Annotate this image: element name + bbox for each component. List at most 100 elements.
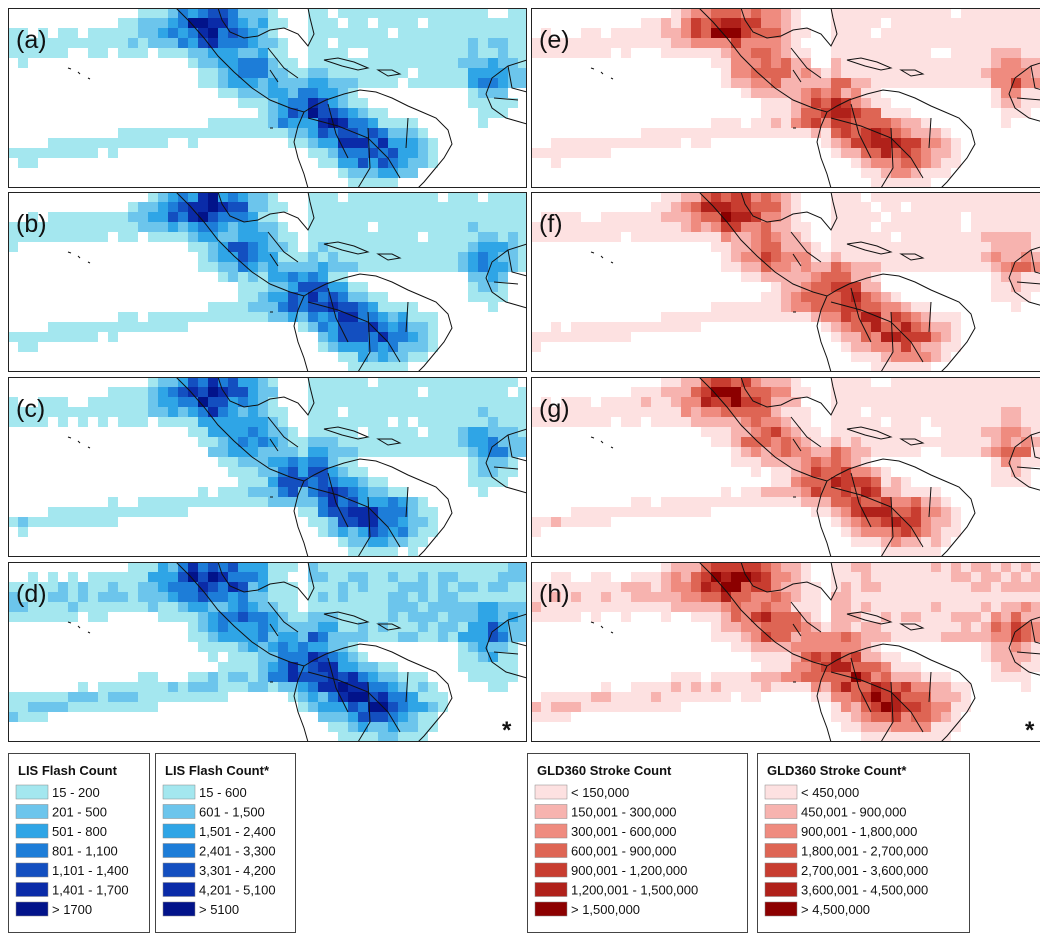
density-cell xyxy=(338,8,348,18)
density-cell xyxy=(408,222,418,232)
density-cell xyxy=(158,417,168,427)
density-cell xyxy=(561,702,571,712)
density-cell xyxy=(851,192,861,202)
density-cell xyxy=(88,332,98,342)
density-cell xyxy=(681,592,691,602)
density-cell xyxy=(691,682,701,692)
panel-label: (c) xyxy=(16,395,45,423)
density-cell xyxy=(891,572,901,582)
density-cell xyxy=(901,232,911,242)
density-cell xyxy=(981,632,991,642)
density-cell xyxy=(951,682,961,692)
density-cell xyxy=(651,407,661,417)
density-cell xyxy=(448,562,458,572)
density-cell xyxy=(901,592,911,602)
density-cell xyxy=(881,592,891,602)
density-cell xyxy=(901,58,911,68)
density-cell xyxy=(128,572,138,582)
density-cell xyxy=(468,202,478,212)
density-cell xyxy=(218,437,228,447)
density-cell xyxy=(498,242,508,252)
density-cell xyxy=(891,202,901,212)
density-cell xyxy=(721,128,731,138)
density-cell xyxy=(188,692,198,702)
density-cell xyxy=(821,652,831,662)
density-cell xyxy=(238,232,248,242)
density-cell xyxy=(398,447,408,457)
density-cell xyxy=(841,397,851,407)
density-cell xyxy=(731,572,741,582)
density-cell xyxy=(368,8,378,18)
density-cell xyxy=(831,572,841,582)
density-cell xyxy=(8,517,18,527)
density-cell xyxy=(178,8,188,18)
density-cell xyxy=(398,672,408,682)
density-cell xyxy=(1031,387,1040,397)
density-cell xyxy=(801,592,811,602)
density-cell xyxy=(338,202,348,212)
legend-swatch xyxy=(535,863,567,877)
density-cell xyxy=(438,562,448,572)
density-cell xyxy=(941,78,951,88)
density-cell xyxy=(651,202,661,212)
density-cell xyxy=(398,592,408,602)
density-cell xyxy=(861,108,871,118)
density-cell xyxy=(581,148,591,158)
density-cell xyxy=(671,692,681,702)
density-cell xyxy=(891,292,901,302)
density-cell xyxy=(378,352,388,362)
density-cell xyxy=(168,192,178,202)
density-cell xyxy=(661,572,671,582)
density-cell xyxy=(881,322,891,332)
density-cell xyxy=(308,58,318,68)
density-cell xyxy=(761,602,771,612)
density-cell xyxy=(551,612,561,622)
density-cell xyxy=(671,407,681,417)
density-cell xyxy=(641,322,651,332)
density-cell xyxy=(891,547,901,557)
legend-swatch xyxy=(16,844,48,858)
density-cell xyxy=(771,377,781,387)
density-cell xyxy=(931,417,941,427)
legend-entry: 801 - 1,100 xyxy=(52,844,118,859)
legend-swatch xyxy=(16,824,48,838)
density-cell xyxy=(138,138,148,148)
density-cell xyxy=(571,38,581,48)
density-cell xyxy=(951,592,961,602)
density-cell xyxy=(781,377,791,387)
legend-entry: 4,201 - 5,100 xyxy=(199,883,276,898)
density-cell xyxy=(398,302,408,312)
density-cell xyxy=(951,397,961,407)
density-cell xyxy=(308,292,318,302)
density-cell xyxy=(418,242,428,252)
density-cell xyxy=(448,377,458,387)
density-cell xyxy=(1021,18,1031,28)
density-cell xyxy=(891,602,901,612)
density-cell xyxy=(1001,202,1011,212)
density-cell xyxy=(498,232,508,242)
density-cell xyxy=(671,192,681,202)
density-cell xyxy=(711,427,721,437)
density-cell xyxy=(148,38,158,48)
density-cell xyxy=(148,312,158,322)
density-cell xyxy=(1031,612,1040,622)
density-cell xyxy=(971,48,981,58)
density-cell xyxy=(338,232,348,242)
density-cell xyxy=(861,342,871,352)
density-cell xyxy=(398,437,408,447)
density-cell xyxy=(711,387,721,397)
density-cell xyxy=(468,377,478,387)
density-cell xyxy=(198,592,208,602)
density-cell xyxy=(981,78,991,88)
density-cell xyxy=(751,602,761,612)
density-cell xyxy=(611,212,621,222)
density-cell xyxy=(631,592,641,602)
density-cell xyxy=(911,682,921,692)
density-cell xyxy=(258,562,268,572)
density-cell xyxy=(58,232,68,242)
density-cell xyxy=(741,302,751,312)
density-cell xyxy=(428,28,438,38)
density-cell xyxy=(298,467,308,477)
density-cell xyxy=(881,302,891,312)
density-cell xyxy=(971,8,981,18)
